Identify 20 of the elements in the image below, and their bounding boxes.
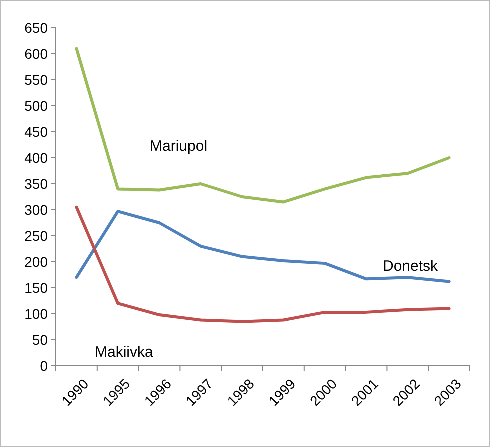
y-tick-label: 350 [24, 176, 48, 192]
y-tick-label: 100 [24, 306, 48, 322]
y-tick-label: 400 [24, 150, 48, 166]
y-tick-label: 150 [24, 280, 48, 296]
y-tick-label: 250 [24, 228, 48, 244]
line-series [75, 47, 451, 204]
series-label: Donetsk [383, 258, 439, 276]
y-tick-label: 300 [24, 202, 48, 218]
series-label: Makiivka [95, 344, 154, 362]
y-tick-label: 550 [24, 72, 48, 88]
y-tick-label: 600 [24, 46, 48, 62]
y-tick-label: 200 [24, 254, 48, 270]
y-tick-label: 650 [24, 20, 48, 36]
y-tick-label: 500 [24, 98, 48, 114]
y-tick-label: 450 [24, 124, 48, 140]
y-tick-label: 0 [40, 358, 48, 374]
line-series [75, 210, 451, 284]
line-series [75, 206, 451, 324]
y-tick-label: 50 [32, 332, 48, 348]
series-label: Mariupol [150, 138, 208, 156]
